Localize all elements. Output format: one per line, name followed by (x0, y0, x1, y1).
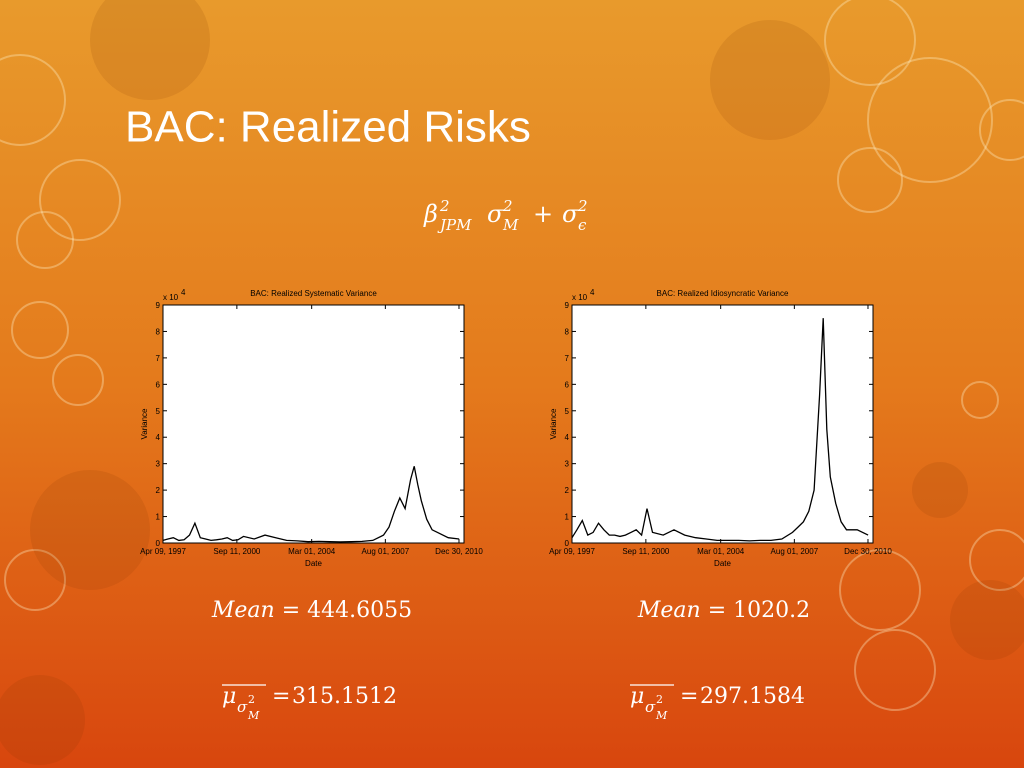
plot-area (162, 304, 465, 544)
y-tick-label: 2 (565, 486, 570, 495)
equals: = (680, 684, 698, 709)
formula-sub: ϵ (578, 216, 587, 234)
mu-sub: σ (645, 698, 656, 716)
mu-sub: σ (237, 698, 248, 716)
y-tick-label: 6 (156, 380, 161, 389)
formula-sup: 2 (502, 197, 513, 215)
mean-value: 444.6055 (307, 598, 412, 623)
mean-label: Mean (211, 598, 275, 623)
x-axis-label: Date (714, 559, 731, 568)
x-tick-label: Sep 11, 2000 (622, 547, 670, 556)
y-tick-label: 0 (565, 539, 570, 548)
x-tick-label: Dec 30, 2010 (844, 547, 892, 556)
series-line (162, 466, 460, 543)
y-tick-label: 1 (156, 513, 161, 522)
mu: μ (630, 684, 644, 709)
y-tick-label: 0 (156, 539, 161, 548)
x-tick-label: Apr 09, 1997 (140, 547, 186, 556)
formula: β 2 JPM σ 2 M + σ 2 ϵ (423, 197, 588, 234)
mu-sub-sub: M (655, 709, 668, 722)
chart: BAC: Realized Idiosyncratic Variance Date… (549, 288, 892, 568)
mu-value: 315.1512 (292, 684, 397, 709)
x-tick-label: Aug 01, 2007 (362, 547, 410, 556)
x-tick-label: Apr 09, 1997 (549, 547, 595, 556)
mean-value: 1020.2 (733, 598, 810, 623)
y-scale-exponent: 4 (181, 288, 186, 297)
mu-line: μ σ 2 M = 297.1584 (630, 684, 805, 722)
formula-symbol: σ (562, 200, 579, 228)
series-line (571, 318, 869, 542)
y-tick-label: 5 (156, 407, 161, 416)
y-axis-label: Variance (140, 408, 149, 440)
formula-sub: JPM (437, 216, 472, 234)
chart: BAC: Realized Systematic Variance Date Var… (140, 288, 483, 568)
y-tick-label: 9 (156, 301, 161, 310)
mu-value: 297.1584 (700, 684, 805, 709)
x-tick-label: Sep 11, 2000 (213, 547, 261, 556)
equals: = (282, 598, 300, 623)
equals: = (708, 598, 726, 623)
y-tick-label: 9 (565, 301, 570, 310)
y-tick-label: 4 (156, 433, 161, 442)
mu: μ (222, 684, 236, 709)
y-scale-exponent: 4 (590, 288, 595, 297)
y-tick-label: 6 (565, 380, 570, 389)
x-tick-label: Mar 01, 2004 (288, 547, 336, 556)
mu-sub-sub: M (247, 709, 260, 722)
chart-title: BAC: Realized Idiosyncratic Variance (657, 289, 789, 298)
y-tick-label: 5 (565, 407, 570, 416)
formula-symbol: β (423, 200, 438, 228)
mu-line: μ σ 2 M = 315.1512 (222, 684, 397, 722)
y-tick-label: 8 (156, 327, 161, 336)
y-tick-label: 4 (565, 433, 570, 442)
formula-sub: M (502, 216, 519, 234)
formula-sup: 2 (439, 197, 450, 215)
y-tick-label: 3 (565, 460, 570, 469)
formula-symbol: σ (487, 200, 504, 228)
x-tick-label: Dec 30, 2010 (435, 547, 483, 556)
chart-title: BAC: Realized Systematic Variance (250, 289, 377, 298)
slide-title: BAC: Realized Risks (125, 103, 531, 152)
y-tick-label: 8 (565, 327, 570, 336)
y-tick-label: 3 (156, 460, 161, 469)
charts: BAC: Realized Systematic Variance Date Var… (140, 288, 892, 568)
plot-area (571, 304, 874, 544)
y-scale-label: x 10 (163, 293, 179, 302)
mu-sub-sup: 2 (656, 693, 663, 706)
y-tick-label: 2 (156, 486, 161, 495)
x-tick-label: Aug 01, 2007 (771, 547, 819, 556)
x-axis-label: Date (305, 559, 322, 568)
y-tick-label: 7 (156, 354, 161, 363)
y-tick-label: 1 (565, 513, 570, 522)
mu-sub-sup: 2 (248, 693, 255, 706)
mean-label: Mean (637, 598, 701, 623)
equals: = (272, 684, 290, 709)
x-tick-label: Mar 01, 2004 (697, 547, 745, 556)
mean-line: Mean = 1020.2 (637, 598, 810, 623)
y-scale-label: x 10 (572, 293, 588, 302)
y-axis-label: Variance (549, 408, 558, 440)
mean-line: Mean = 444.6055 (211, 598, 412, 623)
formula-sup: 2 (577, 197, 588, 215)
y-tick-label: 7 (565, 354, 570, 363)
bokeh (0, 0, 1024, 711)
formula-operator: + (533, 200, 553, 228)
